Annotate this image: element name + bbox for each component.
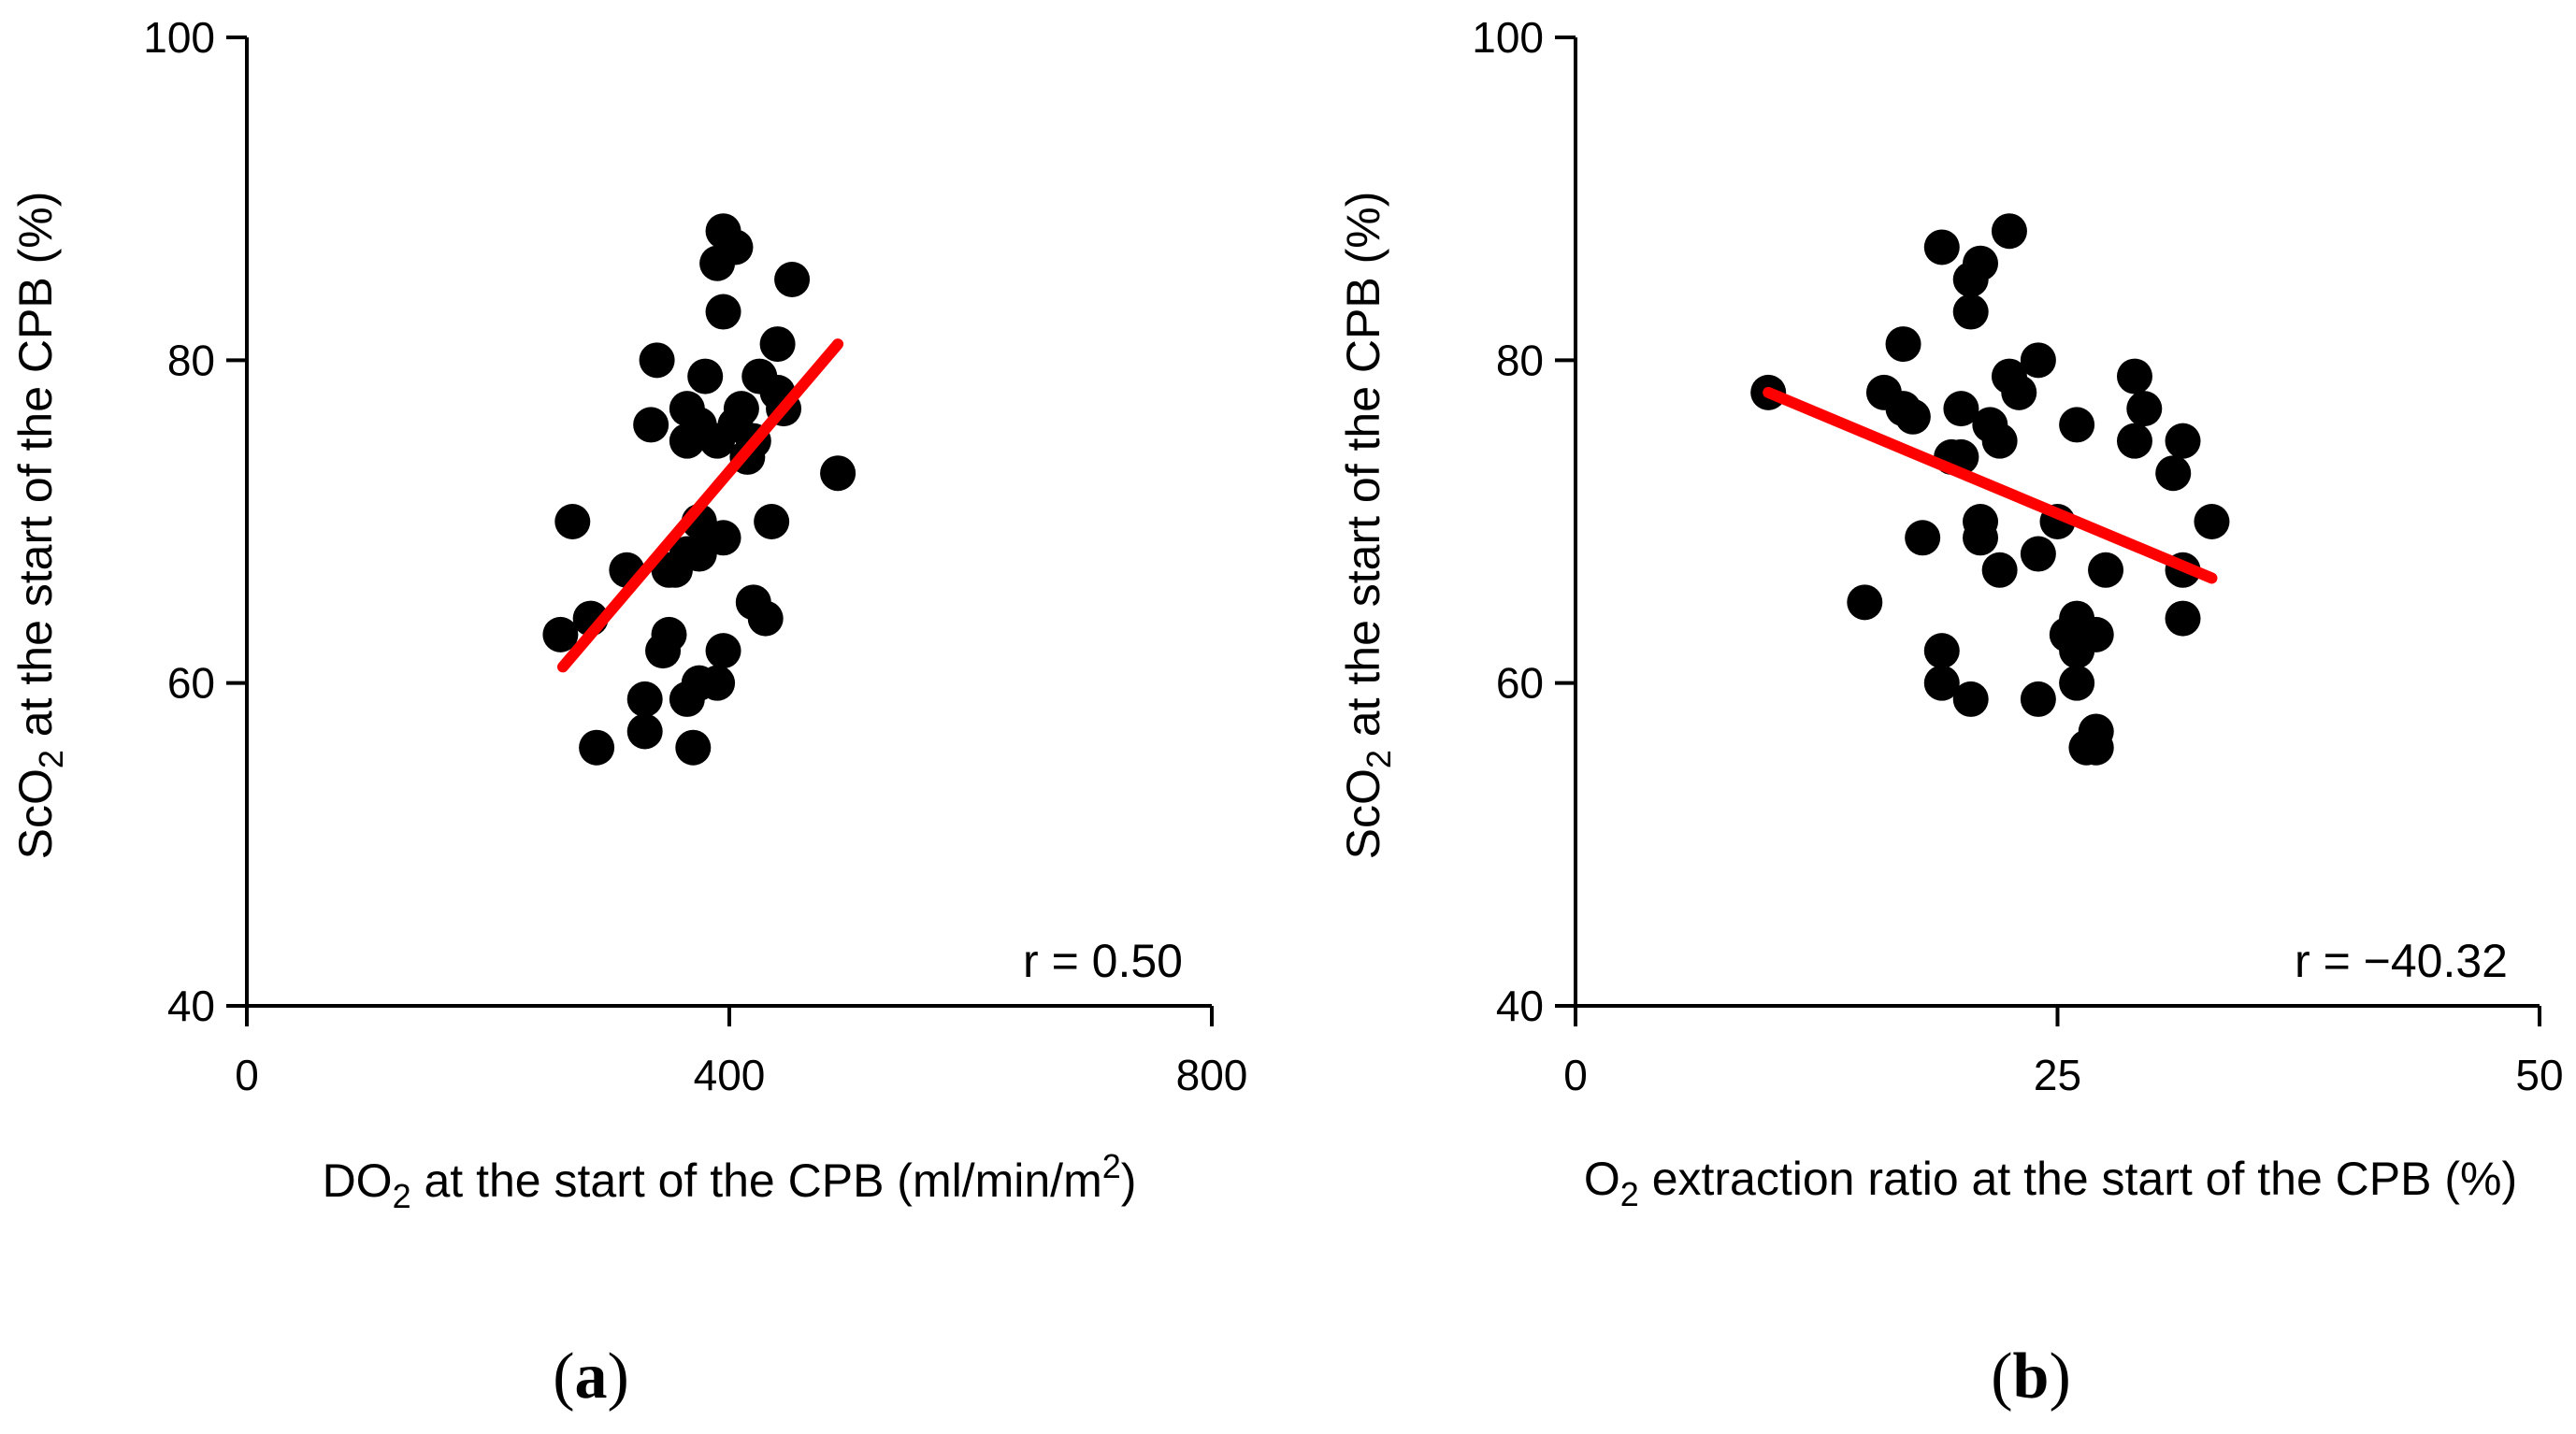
data-point bbox=[633, 407, 669, 443]
data-point bbox=[626, 681, 663, 717]
y-tick-label: 60 bbox=[1496, 659, 1544, 708]
x-tick-label: 0 bbox=[235, 1051, 259, 1099]
y-tick-label: 60 bbox=[167, 659, 215, 708]
y-tick-label: 100 bbox=[1472, 13, 1544, 62]
data-point bbox=[2078, 729, 2114, 766]
data-point bbox=[1885, 326, 1921, 363]
data-point bbox=[669, 681, 705, 717]
panel-label-a: (a) bbox=[553, 1341, 629, 1412]
x-axis-title: O2 extraction ratio at the start of the … bbox=[1584, 1153, 2517, 1213]
data-point bbox=[2020, 681, 2056, 717]
panel-label-b: (b) bbox=[1991, 1341, 2071, 1412]
data-point bbox=[2155, 455, 2192, 492]
data-point bbox=[1981, 423, 2018, 459]
y-axis-title: ScO2 at the start of the CPB (%) bbox=[9, 192, 70, 860]
x-tick-label: 0 bbox=[1563, 1051, 1588, 1099]
data-point bbox=[1991, 213, 2027, 250]
data-point bbox=[687, 358, 724, 394]
y-tick-label: 80 bbox=[1496, 336, 1544, 384]
data-point bbox=[774, 262, 811, 297]
data-point bbox=[626, 713, 663, 750]
data-point bbox=[1981, 552, 2018, 588]
data-point bbox=[2088, 552, 2124, 588]
data-point bbox=[1923, 633, 1960, 669]
data-point bbox=[579, 729, 615, 766]
y-tick-label: 100 bbox=[143, 13, 215, 62]
data-point bbox=[1847, 584, 1883, 621]
x-axis-title: DO2 at the start of the CPB (ml/min/m2) bbox=[323, 1147, 1137, 1215]
tick-group bbox=[226, 36, 1214, 1026]
data-point bbox=[1943, 391, 1979, 427]
data-point bbox=[542, 616, 579, 652]
data-point bbox=[820, 455, 856, 492]
data-point bbox=[699, 245, 736, 281]
data-point bbox=[1952, 294, 1989, 330]
data-point bbox=[656, 552, 693, 588]
tick-label-group: 40 60 80 100 0 400 800 bbox=[143, 13, 1247, 1099]
data-point bbox=[1905, 520, 1941, 556]
data-point bbox=[669, 423, 705, 459]
y-tick-label: 40 bbox=[1496, 982, 1544, 1030]
fit-line bbox=[1763, 386, 2218, 584]
data-point bbox=[2059, 665, 2095, 701]
data-point bbox=[2126, 391, 2163, 427]
x-tick-label: 50 bbox=[2515, 1051, 2563, 1099]
data-point bbox=[705, 633, 741, 669]
data-point bbox=[1923, 665, 1960, 701]
data-point bbox=[2020, 342, 2056, 379]
data-point bbox=[699, 665, 736, 701]
chart-panel-a: 40 60 80 100 0 400 800 r = 0.50 DO2 at the sta… bbox=[9, 13, 1247, 1412]
data-point bbox=[2116, 358, 2152, 394]
data-point bbox=[2194, 504, 2230, 539]
data-point bbox=[675, 729, 712, 766]
y-tick-label: 40 bbox=[167, 982, 215, 1030]
correlation-annotation: r = 0.50 bbox=[1023, 935, 1183, 987]
data-point bbox=[1952, 681, 1989, 717]
data-point bbox=[2059, 407, 2095, 443]
tick-label-group: 40 60 80 100 0 25 50 bbox=[1472, 13, 2563, 1099]
data-point bbox=[2116, 423, 2152, 459]
tick-group bbox=[1555, 36, 2541, 1026]
x-tick-label: 400 bbox=[694, 1051, 766, 1099]
data-point bbox=[747, 600, 784, 637]
data-point bbox=[645, 633, 682, 669]
data-point bbox=[759, 326, 796, 363]
data-point bbox=[1963, 520, 1999, 556]
data-point bbox=[754, 504, 790, 539]
data-point bbox=[705, 294, 741, 330]
data-point bbox=[2165, 423, 2201, 459]
data-point bbox=[639, 342, 675, 379]
point-group bbox=[542, 213, 856, 766]
chart-panel-b: 40 60 80 100 0 25 50 r = −40.32 O2 extraction … bbox=[1337, 13, 2564, 1412]
data-point bbox=[1894, 398, 1931, 435]
data-point bbox=[2001, 374, 2037, 410]
fit-line bbox=[556, 338, 844, 673]
data-point bbox=[554, 504, 591, 539]
data-point bbox=[1952, 262, 1989, 297]
data-point bbox=[699, 423, 736, 459]
data-point bbox=[2020, 536, 2056, 572]
correlation-annotation: r = −40.32 bbox=[2295, 935, 2508, 987]
data-point bbox=[2165, 600, 2201, 637]
x-tick-label: 800 bbox=[1176, 1051, 1248, 1099]
data-point bbox=[2059, 633, 2095, 669]
y-axis-title: ScO2 at the start of the CPB (%) bbox=[1337, 192, 1398, 860]
data-point bbox=[1923, 229, 1960, 265]
x-tick-label: 25 bbox=[2034, 1051, 2081, 1099]
y-tick-label: 80 bbox=[167, 336, 215, 384]
